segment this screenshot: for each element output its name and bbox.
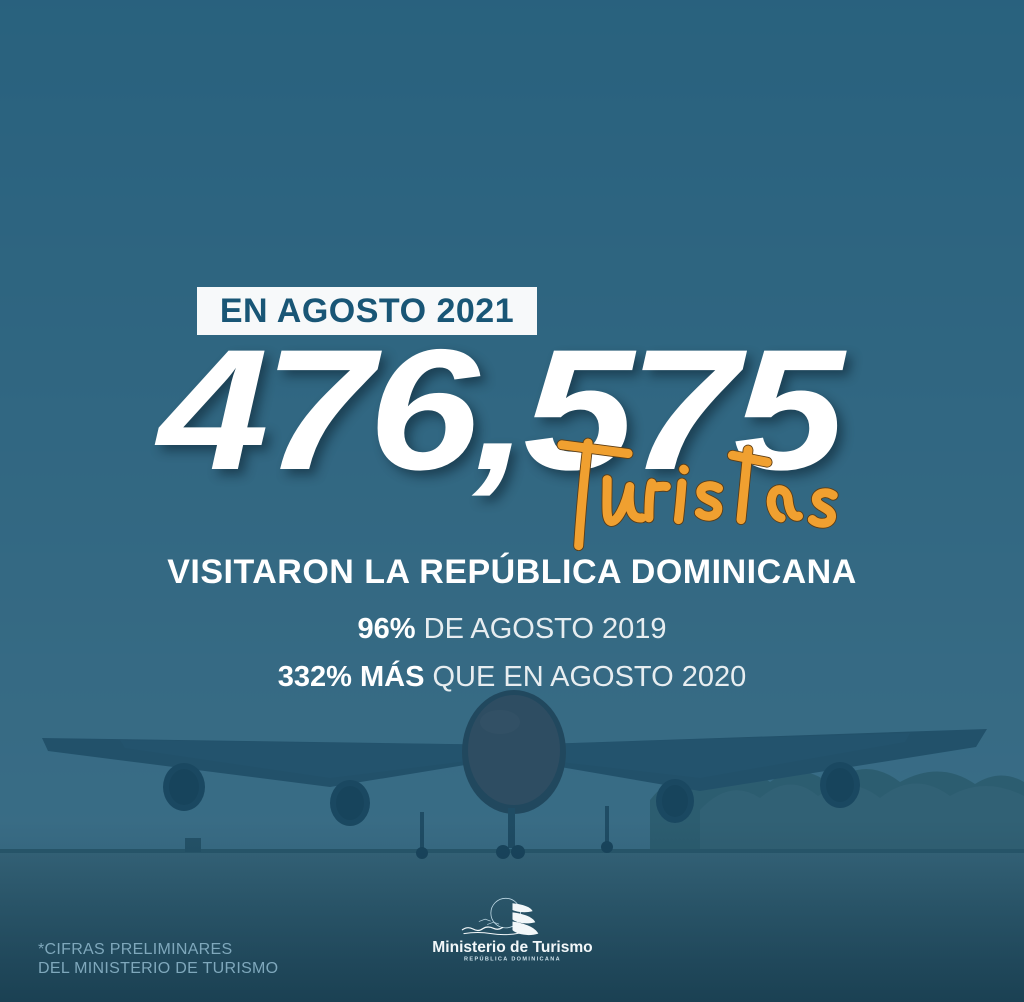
svg-text:REPÚBLICA DOMINICANA: REPÚBLICA DOMINICANA bbox=[464, 956, 561, 963]
svg-text:Ministerio de Turismo: Ministerio de Turismo bbox=[432, 939, 592, 956]
